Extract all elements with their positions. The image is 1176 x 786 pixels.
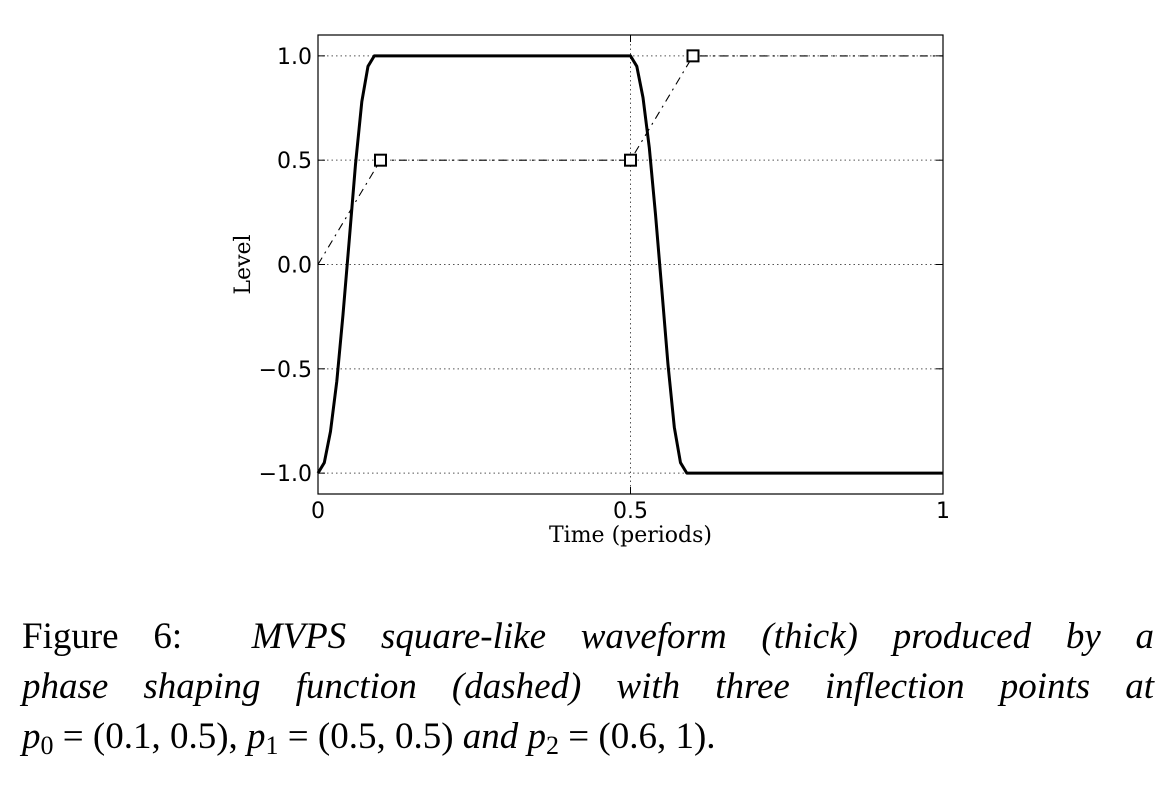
caption-and: and xyxy=(462,716,528,757)
y-tick-label: −0.5 xyxy=(259,358,312,383)
caption-p1-sub: 1 xyxy=(265,731,279,760)
caption-line-2: phase shaping function (dashed) with thr… xyxy=(22,662,1154,712)
caption-p0: p xyxy=(22,716,41,757)
waveform-chart: −1.0 −0.5 0.0 0.5 1.0 0 0.5 1 Time (periods) Leve… xyxy=(231,34,950,548)
inflection-point-marker-p1 xyxy=(624,153,637,167)
caption-p2-value: = (0.6, 1). xyxy=(559,716,716,757)
caption-label: Figure 6: xyxy=(22,616,183,657)
caption-p0-value: = (0.1, 0.5), xyxy=(53,716,248,757)
inflection-point-marker-p2 xyxy=(686,49,700,63)
inflection-point-marker-p0 xyxy=(374,153,387,167)
caption-p2: p xyxy=(527,716,547,757)
y-tick-label: 1.0 xyxy=(277,45,312,70)
caption-p2-sub: 2 xyxy=(546,731,560,760)
caption-p0-sub: 0 xyxy=(40,731,54,760)
y-tick-label: 0.0 xyxy=(277,254,312,279)
caption-line-3: p0 = (0.1, 0.5), p1 = (0.5, 0.5) and p2 … xyxy=(22,712,1154,771)
x-axis-label: Time (periods) xyxy=(549,523,712,548)
phase-shaping-line xyxy=(317,55,943,265)
caption-line-1: Figure 6: MVPS square-like waveform (thi… xyxy=(22,612,1154,662)
x-tick-label: 0.5 xyxy=(613,499,648,524)
caption-p1: p xyxy=(247,716,266,757)
caption-text-2: phase shaping function (dashed) with thr… xyxy=(22,666,1154,707)
x-tick-label: 0 xyxy=(311,499,325,524)
caption-text-1: MVPS square-like waveform (thick) produc… xyxy=(251,616,1154,657)
y-axis-label: Level xyxy=(231,234,256,294)
y-tick-label: −1.0 xyxy=(259,462,312,487)
waveform-line xyxy=(316,54,943,475)
y-tick-label: 0.5 xyxy=(277,149,312,174)
x-tick-label: 1 xyxy=(936,499,950,524)
figure-caption: Figure 6: MVPS square-like waveform (thi… xyxy=(22,612,1154,771)
caption-p1-value: = (0.5, 0.5) xyxy=(278,716,463,757)
